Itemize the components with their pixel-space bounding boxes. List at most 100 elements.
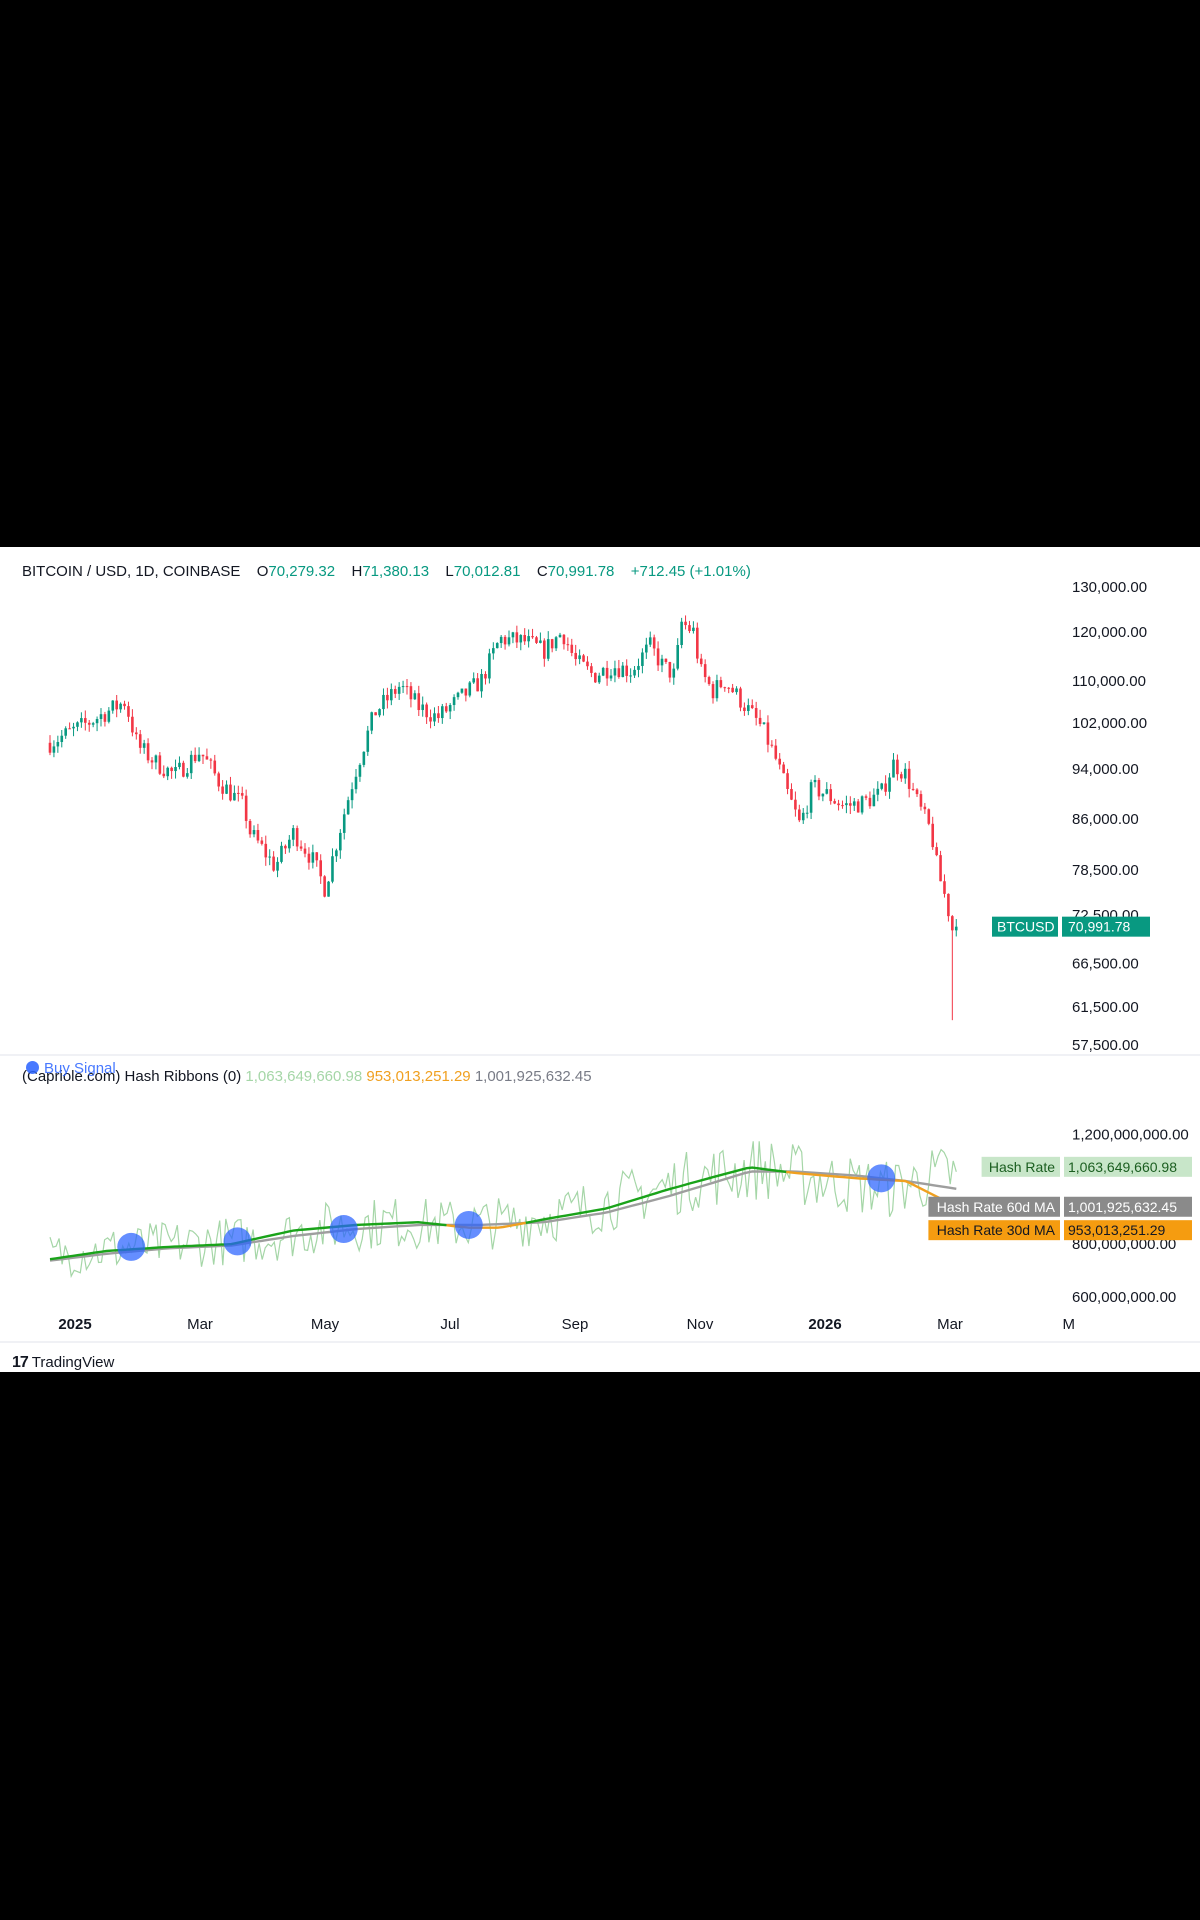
candle-body xyxy=(786,773,789,789)
time-axis-tick-label: 2025 xyxy=(58,1316,91,1333)
hash-axis-tick-label: 1,200,000,000.00 xyxy=(1072,1126,1189,1143)
candle-body xyxy=(170,767,173,772)
candle-body xyxy=(111,700,115,711)
candle-body xyxy=(900,774,903,779)
candle-body xyxy=(711,684,715,699)
candle-body xyxy=(625,665,629,676)
candle-body xyxy=(868,797,872,807)
brand-label: TradingView xyxy=(31,1354,115,1371)
candle-body xyxy=(225,784,228,794)
high-value: 71,380.13 xyxy=(362,563,430,580)
candle-body xyxy=(127,706,130,717)
candle-body xyxy=(146,743,150,761)
candle-body xyxy=(80,718,83,723)
candle-body xyxy=(774,745,778,759)
candle-body xyxy=(841,805,844,807)
candle-body xyxy=(91,723,95,725)
candle-body xyxy=(762,722,766,724)
candle-body xyxy=(880,783,884,789)
candle-body xyxy=(515,632,519,643)
candle-body xyxy=(201,754,205,757)
candle-body xyxy=(613,668,617,676)
candle-body xyxy=(923,806,927,810)
candle-body xyxy=(696,627,699,659)
candle-body xyxy=(852,801,856,806)
candle-body xyxy=(927,809,931,824)
open-value: 70,279.32 xyxy=(268,563,336,580)
hash-tag-value: 1,063,649,660.98 xyxy=(1068,1159,1177,1175)
candle-body xyxy=(178,762,181,768)
candle-body xyxy=(280,845,283,862)
candle-body xyxy=(115,700,118,710)
candle-body xyxy=(641,652,644,666)
candle-body xyxy=(205,756,209,760)
candle-body xyxy=(668,661,672,678)
candle-body xyxy=(444,706,448,712)
candle-body xyxy=(378,709,381,716)
candle-body xyxy=(119,703,122,710)
candle-body xyxy=(805,812,809,814)
candle-body xyxy=(735,688,738,693)
candle-body xyxy=(699,658,703,665)
candle-body xyxy=(582,655,585,662)
candle-body xyxy=(346,800,350,815)
hash-rate-line xyxy=(49,1141,957,1279)
price-axis-tick-label: 94,000.00 xyxy=(1072,761,1139,778)
candle-body xyxy=(186,773,189,777)
candle-body xyxy=(405,686,409,688)
candle-body xyxy=(903,768,907,779)
candle-body xyxy=(809,782,813,813)
candle-body xyxy=(142,743,146,748)
hash-axis-tick-label: 600,000,000.00 xyxy=(1072,1289,1176,1306)
candle-body xyxy=(507,637,511,645)
candle-body xyxy=(393,689,397,694)
candle-body xyxy=(519,635,523,643)
price-tag-value: 70,991.78 xyxy=(1068,919,1130,935)
hash-rate-60d-ma-line xyxy=(49,1170,957,1262)
candle-body xyxy=(798,809,801,821)
hash-tag-value-bg xyxy=(1064,1220,1192,1241)
candle-body xyxy=(954,926,958,931)
symbol-title[interactable]: BITCOIN / USD, 1D, COINBASE xyxy=(22,563,241,580)
candle-body xyxy=(433,713,436,722)
candle-body xyxy=(664,658,668,662)
candle-body xyxy=(237,792,240,794)
candle-body xyxy=(523,635,527,642)
time-axis-tick-label: M xyxy=(1063,1316,1076,1333)
candle-body xyxy=(358,764,362,777)
candle-body xyxy=(680,621,683,645)
candle-body xyxy=(417,693,421,711)
candle-body xyxy=(350,789,354,801)
candle-body xyxy=(472,678,476,683)
candle-body xyxy=(856,801,860,813)
close-value: 70,991.78 xyxy=(547,563,615,580)
candle-body xyxy=(754,708,758,718)
buy-signal-legend: Buy Signal xyxy=(26,1060,116,1077)
candle-body xyxy=(276,861,279,871)
candle-body xyxy=(597,675,601,683)
candle-body xyxy=(248,820,252,835)
hash-rate-30d-ma-line xyxy=(525,1166,787,1224)
candle-body xyxy=(291,828,295,840)
tradingview-logo[interactable]: 17 TradingView xyxy=(12,1354,114,1372)
candle-body xyxy=(943,881,946,894)
candle-body xyxy=(652,637,656,649)
candle-body xyxy=(758,717,762,724)
buy-signal-marker xyxy=(454,1210,483,1239)
candle-body xyxy=(539,640,542,643)
candle-body xyxy=(825,789,829,794)
indicator-name[interactable]: (Capriole.com) Hash Ribbons (0) xyxy=(22,1068,242,1085)
candle-body xyxy=(131,716,134,733)
candle-body xyxy=(311,852,315,863)
candle-body xyxy=(629,675,632,677)
candle-body xyxy=(590,666,593,673)
candle-body xyxy=(813,779,817,783)
chart-svg[interactable]: 130,000.00 120,000.00 110,000.00 102,000.00… xyxy=(0,547,1200,1372)
ma30-value: 953,013,251.29 xyxy=(366,1068,471,1085)
candle-body xyxy=(684,621,687,626)
candle-body xyxy=(637,665,640,670)
candle-body xyxy=(586,661,589,667)
candle-body xyxy=(621,665,625,678)
price-axis-tick-label: 61,500.00 xyxy=(1072,999,1139,1016)
candle-body xyxy=(656,648,660,666)
